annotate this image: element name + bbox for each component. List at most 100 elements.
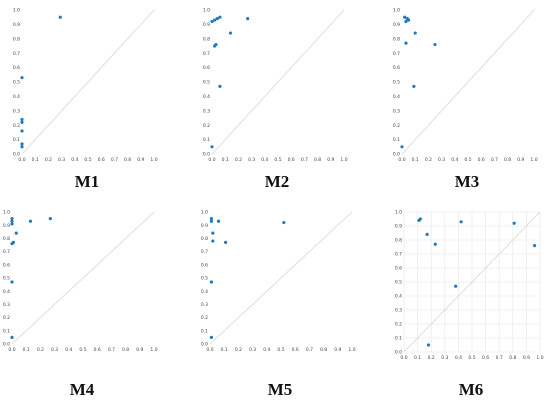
data-point (20, 129, 24, 133)
y-tick-label: 0.0 (395, 350, 402, 356)
y-tick-label: 0.9 (393, 22, 400, 28)
panel-title-m5: M5 (267, 380, 293, 399)
x-tick-label: 1.0 (536, 355, 543, 361)
panel-title-m6: M6 (458, 380, 484, 399)
x-tick-label: 0.4 (455, 355, 462, 361)
x-tick-label: 0.5 (468, 355, 475, 361)
x-tick-label: 0.9 (523, 355, 530, 361)
y-tick-label: 0.4 (393, 94, 400, 100)
data-point (20, 117, 24, 122)
x-tick-label: 0.5 (464, 157, 471, 163)
y-tick-label: 0.7 (393, 51, 400, 57)
panel-m1: 0.0 0.0 0.1 0.1 0.2 0.2 0.3 0.3 0.4 0.4 0.5 0.5 0.6 0… (13, 6, 158, 196)
y-tick-label: 0.0 (201, 342, 208, 348)
reference-diagonal (11, 211, 155, 345)
y-tick-label: 0.8 (13, 36, 20, 42)
data-point (209, 280, 214, 284)
x-tick-label: 0.0 (8, 347, 15, 353)
y-tick-label: 0.1 (393, 137, 400, 143)
data-point (48, 217, 52, 221)
x-tick-label: 0.6 (94, 347, 101, 353)
y-tick-label: 0.7 (395, 252, 402, 258)
data-point (426, 343, 431, 347)
panel-m5: 0.0 0.0 0.1 0.1 0.2 0.2 0.3 0.3 0.4 0.4 0.5 0.5 0.6 0… (201, 208, 356, 404)
data-point (213, 18, 217, 22)
x-tick-label: 0.3 (438, 157, 445, 163)
x-tick-label: 1.0 (530, 157, 537, 163)
data-point (210, 19, 214, 24)
y-tick-label: 0.0 (393, 152, 400, 158)
x-tick-label: 0.9 (517, 157, 524, 163)
x-tick-label: 0.8 (314, 157, 321, 163)
x-tick-label: 0.7 (301, 157, 308, 163)
y-tick-label: 0.8 (393, 36, 400, 42)
panel-m3: 0.0 0.0 0.1 0.1 0.2 0.2 0.3 0.3 0.4 0.4 0.5 0.5 0.6 0… (393, 6, 538, 196)
y-tick-label: 0.5 (13, 80, 20, 86)
data-point (512, 221, 516, 225)
reference-diagonal (209, 211, 353, 345)
x-tick-label: 0.4 (263, 347, 270, 353)
y-tick-label: 1.0 (395, 210, 402, 216)
y-tick-label: 0.9 (201, 223, 208, 229)
y-tick-label: 0.3 (393, 108, 400, 114)
y-tick-label: 0.6 (13, 65, 20, 71)
x-tick-label: 0.5 (277, 347, 284, 353)
y-tick-label: 0.7 (13, 51, 20, 57)
x-tick-label: 0.6 (482, 355, 489, 361)
y-tick-label: 0.2 (393, 123, 400, 129)
y-tick-label: 0.5 (3, 276, 10, 282)
y-tick-label: 0.7 (203, 51, 210, 57)
data-point (454, 284, 458, 288)
data-point (58, 15, 62, 19)
data-point (10, 280, 14, 284)
y-tick-label: 0.3 (395, 308, 402, 314)
x-tick-label: 0.3 (51, 347, 58, 353)
y-tick-label: 0.5 (395, 280, 402, 286)
data-point (418, 217, 422, 221)
y-tick-label: 0.3 (13, 108, 20, 114)
y-tick-label: 0.0 (13, 152, 20, 158)
y-tick-label: 1.0 (13, 8, 20, 14)
x-tick-label: 1.0 (348, 347, 355, 353)
y-tick-label: 0.8 (3, 236, 10, 242)
y-tick-label: 0.2 (13, 123, 20, 129)
y-tick-label: 0.4 (203, 94, 210, 100)
data-point (20, 145, 24, 149)
x-tick-label: 0.9 (327, 157, 334, 163)
x-tick-label: 0.2 (45, 157, 52, 163)
x-tick-label: 0.4 (451, 157, 458, 163)
x-tick-label: 0.3 (58, 157, 65, 163)
data-point (282, 220, 286, 225)
y-tick-label: 0.1 (395, 336, 402, 342)
panel-title-m1: M1 (74, 172, 100, 191)
y-tick-label: 0.3 (201, 302, 208, 308)
x-tick-label: 0.5 (274, 157, 281, 163)
x-tick-label: 0.7 (306, 347, 313, 353)
y-tick-label: 0.5 (393, 80, 400, 86)
x-tick-label: 0.9 (137, 157, 144, 163)
data-point (433, 242, 437, 246)
data-point (403, 15, 407, 19)
y-tick-label: 1.0 (3, 210, 10, 216)
panel-m4: 0.0 0.0 0.1 0.1 0.2 0.2 0.3 0.3 0.4 0.4 0.5 0.5 0.6 0… (3, 208, 158, 404)
panel-title-m4: M4 (69, 380, 95, 399)
y-tick-label: 0.8 (201, 236, 208, 242)
x-tick-label: 0.8 (124, 157, 131, 163)
y-tick-label: 0.4 (13, 94, 20, 100)
x-tick-label: 0.0 (400, 355, 407, 361)
data-point (209, 219, 214, 223)
x-tick-label: 0.2 (235, 157, 242, 163)
y-tick-label: 0.0 (3, 342, 10, 348)
x-tick-label: 0.1 (32, 157, 39, 163)
data-point (228, 31, 233, 35)
y-tick-label: 0.8 (203, 36, 210, 42)
x-tick-label: 0.5 (84, 157, 91, 163)
scatter-plot-m2: 0.00.0 0.1 0.1 0.2 0.2 0.3 0.3 0.4 0.4 0.5 0.5 0.6 0… (203, 8, 348, 163)
y-tick-label: 0.6 (393, 65, 400, 71)
x-tick-label: 0.4 (71, 157, 78, 163)
data-point (407, 18, 411, 22)
data-point (211, 231, 215, 235)
y-tick-label: 0.1 (3, 328, 10, 334)
y-tick-label: 0.1 (13, 137, 20, 143)
data-point (404, 19, 408, 24)
